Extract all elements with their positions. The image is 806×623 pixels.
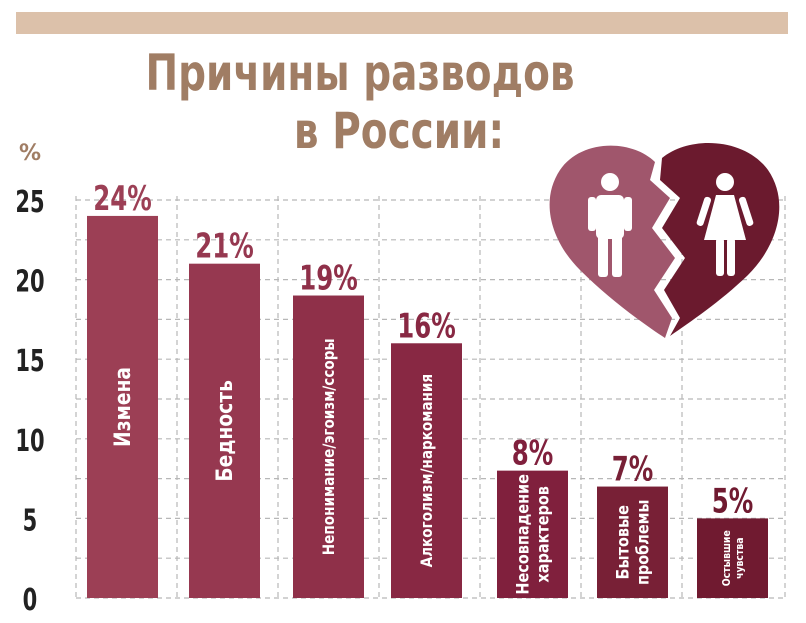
man-icon — [588, 173, 632, 277]
data-label: 21% — [195, 227, 254, 266]
title-line-1: Причины разводов — [145, 44, 575, 102]
category-label: Несовпадение характеров — [512, 474, 553, 595]
category-label-line: Измена — [110, 367, 136, 447]
bar — [697, 518, 768, 598]
category-label-line: Несовпадение — [512, 474, 532, 595]
category-label: Остывшие чувства — [721, 530, 746, 586]
broken-heart-icon — [549, 142, 780, 338]
chart-title: Причины разводов в России: — [79, 44, 641, 160]
data-label: 16% — [397, 306, 456, 345]
category-label: Бытовые проблемы — [612, 500, 653, 586]
title-line-2: в России: — [293, 102, 505, 160]
y-tick-label: 10 — [15, 424, 44, 459]
y-tick-label: 0 — [23, 583, 38, 618]
bar — [597, 486, 668, 598]
y-tick-label: 25 — [15, 185, 44, 220]
category-label: Бедность — [212, 380, 238, 482]
y-axis-label: % — [19, 141, 41, 166]
category-label-line: Непонимание/эгоизм/ссоры — [320, 338, 338, 555]
bar — [293, 295, 364, 598]
category-label-line: проблемы — [632, 500, 652, 586]
bar — [87, 215, 158, 599]
category-label-line: Остывшие — [721, 530, 733, 586]
category-label: Непонимание/эгоизм/ссоры — [320, 338, 338, 555]
y-tick-label: 20 — [15, 265, 44, 300]
data-label: 19% — [299, 259, 358, 298]
bar — [497, 470, 568, 598]
category-label: Алкоголизм/наркомания — [418, 374, 436, 568]
category-label-line: характеров — [532, 486, 552, 583]
data-label: 7% — [612, 450, 654, 489]
category-label-line: чувства — [734, 537, 746, 579]
y-tick-label: 15 — [15, 345, 44, 380]
top-decorative-band — [16, 12, 788, 34]
category-label-line: Бытовые — [612, 505, 632, 579]
y-tick-label: 5 — [23, 504, 38, 539]
bar — [391, 343, 462, 598]
woman-icon — [696, 173, 754, 276]
data-label: 24% — [93, 179, 152, 218]
category-label-line: Алкоголизм/наркомания — [418, 374, 436, 568]
bar — [189, 263, 260, 598]
category-label-line: Бедность — [212, 380, 238, 482]
category-label: Измена — [110, 367, 136, 447]
data-label: 8% — [512, 434, 554, 473]
data-label: 5% — [712, 481, 754, 520]
